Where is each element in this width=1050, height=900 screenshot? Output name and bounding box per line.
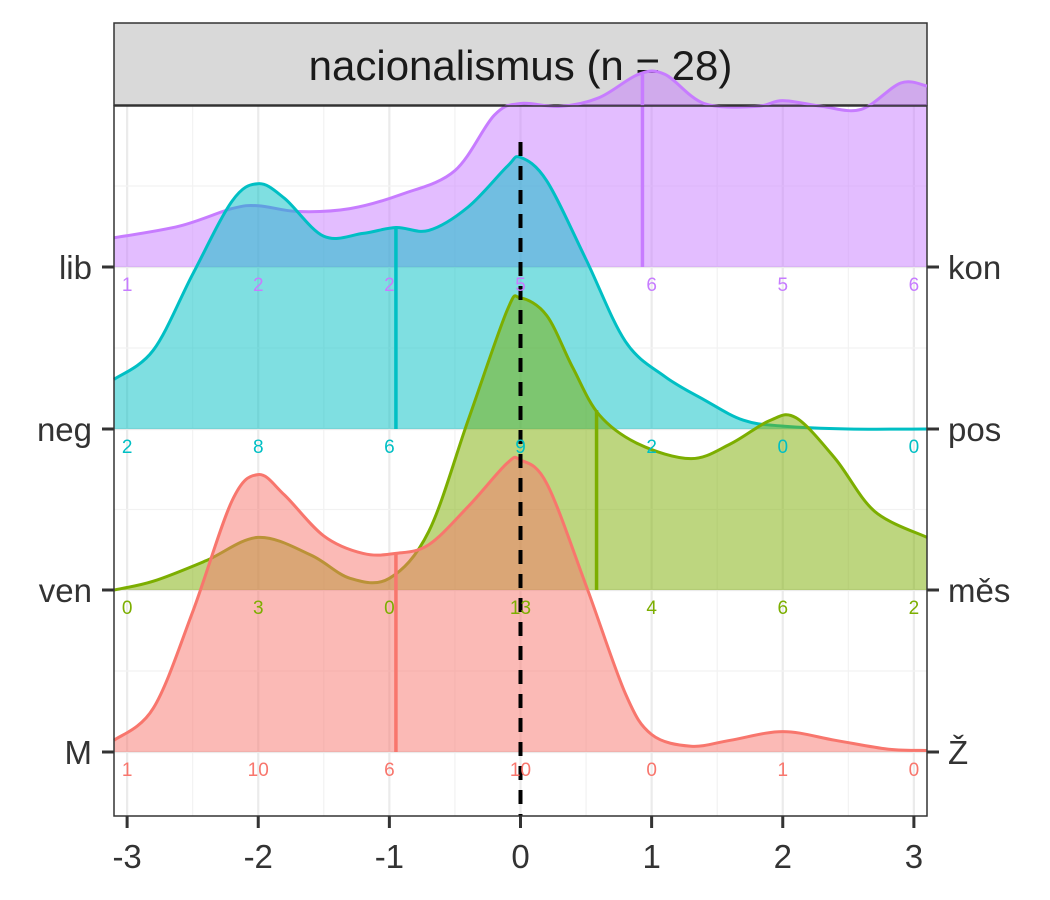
x-tick-label: -3 [112,838,141,875]
y-label-left-ven: ven [39,572,92,609]
count-label: 4 [646,598,657,619]
density-line-M [113,455,928,752]
count-label: 0 [384,598,395,619]
x-tick-label: -1 [375,838,404,875]
y-label-right-M: Ž [948,734,968,771]
count-label: 6 [777,598,788,619]
x-tick-label: 0 [511,838,529,875]
count-label: 10 [510,760,531,781]
y-label-left-lib: lib [59,249,92,286]
count-label: 0 [909,437,920,458]
y-label-right-lib: kon [948,249,1001,286]
count-label: 2 [384,275,395,296]
y-label-right-neg: pos [948,411,1001,448]
y-label-left-neg: neg [37,411,92,448]
count-label: 0 [909,760,920,781]
x-tick-label: 2 [774,838,792,875]
x-tick-label: 1 [642,838,660,875]
count-label: 0 [646,760,657,781]
count-labels: 1 10 6 10 0 1 00 3 0 13 4 6 22 8 6 9 2 0 01 2 2 5 6 5 6 [122,275,919,781]
count-label: 6 [384,760,395,781]
y-label-right-ven: měs [948,572,1010,609]
count-label: 1 [777,760,788,781]
count-label: 5 [777,275,788,296]
count-label: 13 [510,598,531,619]
density-line-neg [113,155,928,431]
count-label: 2 [909,598,920,619]
x-tick-label: -2 [244,838,273,875]
count-label: 1 [122,760,133,781]
strip-header-background [113,22,928,106]
count-label: 10 [248,760,269,781]
x-axis: -3 -2 -1 0 1 2 3 [112,816,923,875]
count-label: 9 [515,437,526,458]
count-label: 0 [122,598,133,619]
count-label: 2 [122,437,133,458]
count-label: 6 [909,275,920,296]
count-label: 2 [253,275,264,296]
count-label: 5 [515,275,526,296]
y-label-left-M: M [65,734,93,771]
count-label: 2 [646,437,657,458]
count-label: 0 [777,437,788,458]
count-label: 3 [253,598,264,619]
count-label: 6 [646,275,657,296]
count-label: 6 [384,437,395,458]
x-tick-label: 3 [905,838,923,875]
count-label: 1 [122,275,133,296]
count-label: 8 [253,437,264,458]
